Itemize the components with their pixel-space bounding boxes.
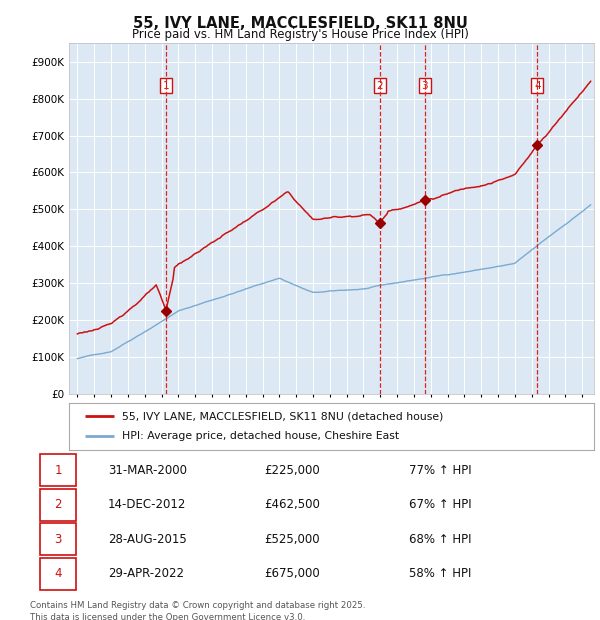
Text: £675,000: £675,000 xyxy=(265,567,320,580)
Text: 67% ↑ HPI: 67% ↑ HPI xyxy=(409,498,472,511)
Text: £225,000: £225,000 xyxy=(265,464,320,477)
Text: 14-DEC-2012: 14-DEC-2012 xyxy=(108,498,187,511)
FancyBboxPatch shape xyxy=(40,523,76,555)
Text: 1: 1 xyxy=(163,81,169,91)
Text: 29-APR-2022: 29-APR-2022 xyxy=(108,567,184,580)
Text: 55, IVY LANE, MACCLESFIELD, SK11 8NU (detached house): 55, IVY LANE, MACCLESFIELD, SK11 8NU (de… xyxy=(121,411,443,421)
Text: 1: 1 xyxy=(55,464,62,477)
Text: 4: 4 xyxy=(55,567,62,580)
Text: HPI: Average price, detached house, Cheshire East: HPI: Average price, detached house, Ches… xyxy=(121,432,398,441)
Text: £525,000: £525,000 xyxy=(265,533,320,546)
FancyBboxPatch shape xyxy=(40,557,76,590)
Text: 3: 3 xyxy=(55,533,62,546)
FancyBboxPatch shape xyxy=(40,489,76,521)
Text: 58% ↑ HPI: 58% ↑ HPI xyxy=(409,567,472,580)
Text: 77% ↑ HPI: 77% ↑ HPI xyxy=(409,464,472,477)
FancyBboxPatch shape xyxy=(40,454,76,486)
Text: 2: 2 xyxy=(55,498,62,511)
Text: 68% ↑ HPI: 68% ↑ HPI xyxy=(409,533,472,546)
Text: 4: 4 xyxy=(534,81,541,91)
Text: 28-AUG-2015: 28-AUG-2015 xyxy=(108,533,187,546)
Text: Price paid vs. HM Land Registry's House Price Index (HPI): Price paid vs. HM Land Registry's House … xyxy=(131,28,469,41)
Text: 55, IVY LANE, MACCLESFIELD, SK11 8NU: 55, IVY LANE, MACCLESFIELD, SK11 8NU xyxy=(133,16,467,30)
Text: 3: 3 xyxy=(422,81,428,91)
Text: 2: 2 xyxy=(376,81,383,91)
Text: Contains HM Land Registry data © Crown copyright and database right 2025.
This d: Contains HM Land Registry data © Crown c… xyxy=(30,601,365,620)
Text: 31-MAR-2000: 31-MAR-2000 xyxy=(108,464,187,477)
Text: £462,500: £462,500 xyxy=(265,498,320,511)
